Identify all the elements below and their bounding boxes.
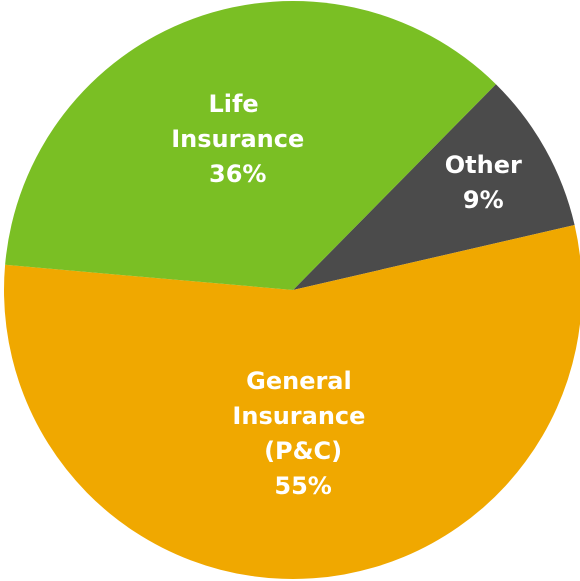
slice-label: Life Insurance xyxy=(171,90,304,153)
pie-slice xyxy=(5,0,496,290)
slice-label: General Insurance (P&C) xyxy=(232,367,373,465)
value-label: 9% xyxy=(463,186,504,214)
pie-slice xyxy=(4,224,580,579)
slice-label: Other xyxy=(445,151,522,179)
value-label: 36% xyxy=(209,160,266,188)
pie-slice xyxy=(293,84,575,290)
value-label: 55% xyxy=(274,472,331,500)
